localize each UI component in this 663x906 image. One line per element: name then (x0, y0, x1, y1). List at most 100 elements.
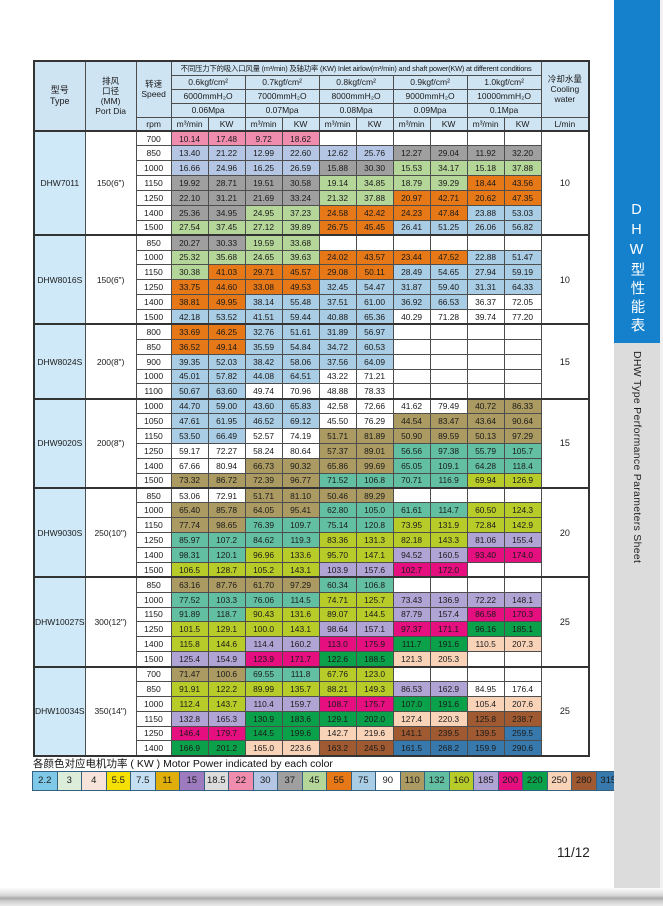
power-cell: 87.76 (207, 576, 246, 593)
pressure-mmh2o-1: 7000mmH₂O (244, 88, 320, 104)
rpm-cell: 850 (135, 145, 172, 162)
sidebar-tab: DHW型性能表 (614, 0, 660, 343)
flow-cell: 24.58 (318, 204, 357, 221)
power-cell: 155.4 (503, 532, 542, 548)
flow-cell: 55.79 (466, 442, 505, 459)
model-cell: DHW10034S (33, 665, 86, 757)
conditions-title: 不同压力下的吸入口风量 (m³/min) 及轴功率 (KW) Inlet air… (170, 60, 542, 76)
port-cell: 250(10") (84, 486, 137, 578)
power-cell: 43.57 (355, 249, 394, 266)
power-cell: 86.72 (207, 472, 246, 489)
power-cell: 43.56 (503, 175, 542, 191)
power-cell: 179.7 (207, 725, 246, 742)
power-cell: 61.00 (355, 294, 394, 310)
flow-cell (466, 561, 505, 578)
legend-swatch-45: 45 (301, 771, 327, 791)
flow-cell (392, 353, 431, 370)
flow-cell: 39.35 (170, 353, 209, 370)
flow-cell: 20.62 (466, 190, 505, 206)
model-cell: DHW9020S (33, 397, 86, 489)
power-cell (503, 130, 542, 147)
power-unit-1: KW (281, 116, 320, 132)
flow-cell: 36.37 (466, 294, 505, 310)
power-cell: 99.69 (355, 457, 394, 474)
rpm-cell: 700 (135, 130, 172, 147)
rpm-cell: 1400 (135, 547, 172, 563)
table-row: 1400 166.9 201.2 165.0 223.6 163.2 245.9 161.5 2… (34, 740, 589, 757)
power-cell (429, 323, 468, 340)
flow-cell: 11.92 (466, 145, 505, 162)
flow-cell: 33.75 (170, 279, 209, 296)
flow-cell: 61.61 (392, 502, 431, 519)
flow-cell: 89.99 (244, 680, 283, 697)
flow-cell: 90.43 (244, 606, 283, 623)
rpm-cell: 1250 (135, 621, 172, 638)
flow-cell (392, 383, 431, 400)
flow-cell: 139.5 (466, 725, 505, 742)
cooling-cell: 15 (540, 323, 590, 400)
power-cell: 191.6 (429, 636, 468, 653)
flow-cell: 74.71 (318, 591, 357, 608)
flow-unit-4: m³/min (466, 116, 505, 132)
power-cell: 171.1 (429, 621, 468, 638)
legend-swatch-185: 185 (473, 771, 499, 791)
flow-cell (392, 368, 431, 385)
power-cell: 42.71 (429, 190, 468, 206)
power-cell: 83.47 (429, 413, 468, 429)
flow-cell: 56.56 (392, 442, 431, 459)
table-row: 1500 106.5 128.7 105.2 143.1 103.9 157.6 102.7 1… (34, 561, 589, 578)
table-row: DHW7011 150(6") 700 10.14 17.48 9.72 18.62 10 (33, 129, 590, 236)
power-cell: 71.21 (355, 368, 394, 385)
flow-cell: 61.70 (244, 576, 283, 593)
power-cell: 49.95 (207, 294, 246, 310)
power-cell: 37.23 (281, 204, 320, 221)
power-cell: 66.53 (429, 294, 468, 310)
power-cell: 61.95 (207, 413, 246, 429)
flow-cell: 27.94 (466, 264, 505, 281)
power-cell: 59.00 (207, 397, 246, 415)
flow-cell (466, 130, 505, 147)
flow-cell (466, 234, 505, 251)
flow-cell: 32.45 (318, 279, 357, 296)
legend-swatch-11: 11 (154, 771, 180, 791)
rpm-cell: 1500 (135, 219, 172, 236)
rpm-cell: 1400 (135, 204, 172, 221)
flow-cell: 9.72 (244, 130, 283, 147)
cooling-cell: 25 (540, 665, 590, 757)
power-cell: 97.29 (281, 576, 320, 593)
flow-cell: 39.74 (466, 309, 505, 325)
flow-cell: 96.96 (244, 547, 283, 563)
power-cell: 34.85 (355, 175, 394, 191)
flow-cell: 41.62 (392, 397, 431, 415)
rpm-cell: 1000 (135, 502, 172, 519)
power-cell: 128.7 (207, 561, 246, 578)
flow-cell (392, 487, 431, 504)
rpm-cell: 1000 (135, 397, 172, 415)
flow-cell: 46.52 (244, 413, 283, 429)
flow-cell: 43.22 (318, 368, 357, 385)
flow-cell: 58.24 (244, 442, 283, 459)
rpm-cell: 700 (135, 665, 172, 682)
legend-swatch-55: 55 (326, 771, 352, 791)
flow-cell: 53.50 (170, 428, 209, 444)
flow-cell: 91.91 (170, 680, 209, 697)
power-cell: 53.03 (503, 204, 542, 221)
flow-cell: 76.06 (244, 591, 283, 608)
flow-unit-1: m³/min (244, 116, 283, 132)
page-right-edge (660, 0, 663, 906)
table-row: 1400 67.66 80.94 66.73 90.32 65.86 99.69 65.05 1… (34, 457, 589, 474)
flow-cell: 73.32 (170, 472, 209, 489)
power-cell: 202.0 (355, 710, 394, 727)
power-cell (429, 665, 468, 682)
cooling-cell: 10 (540, 234, 590, 325)
flow-cell: 66.73 (244, 457, 283, 474)
power-cell: 54.84 (281, 338, 320, 355)
table-row: DHW9030S 250(10") 850 53.06 72.91 51.71 81.10 5… (33, 486, 590, 578)
legend-swatch-18.5: 18.5 (203, 771, 229, 791)
power-cell: 159.7 (281, 695, 320, 712)
flow-cell: 42.18 (170, 309, 209, 325)
flow-cell: 23.44 (392, 249, 431, 266)
legend-swatch-3: 3 (56, 771, 82, 791)
power-cell: 176.4 (503, 680, 542, 697)
flow-cell: 50.46 (318, 487, 357, 504)
